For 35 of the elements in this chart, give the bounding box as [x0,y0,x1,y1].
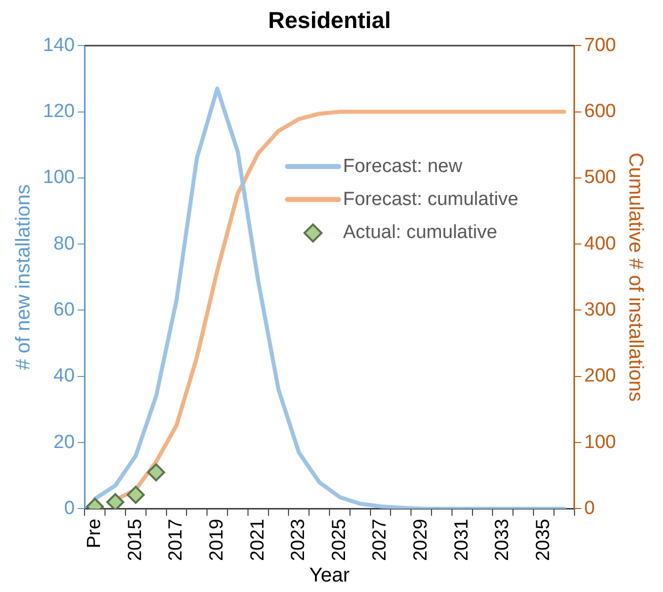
chart-title: Residential [268,7,391,34]
x-tick-label: Pre [84,518,106,548]
legend-label: Forecast: cumulative [343,188,518,210]
x-tick-label: 2021 [247,518,268,562]
y2-tick-label: 200 [584,366,616,387]
x-tick-label: 2023 [288,518,310,562]
y2-tick-label: 100 [584,432,616,453]
x-axis-title: Year [309,564,350,587]
y2-tick-label: 500 [584,167,616,188]
x-tick-label: 2027 [370,518,391,562]
y-tick-label: 120 [43,100,75,122]
y-tick-label: 60 [54,299,75,320]
y2-tick-label: 0 [584,498,595,519]
x-tick-label: 2019 [206,518,228,562]
x-tick-label: 2029 [410,518,432,562]
y2-tick-label: 300 [584,299,616,320]
y2-tick-label: 600 [584,100,616,122]
x-tick-label: 2031 [451,518,472,562]
legend-label: Forecast: new [343,156,462,178]
y-axis-title: # of new installations [12,184,35,370]
y2-tick-label: 400 [584,233,616,254]
x-tick-label: 2033 [492,518,514,562]
x-tick-label: 2035 [532,518,554,562]
y-tick-label: 20 [54,432,75,453]
legend-label: Actual: cumulative [343,222,498,244]
x-tick-label: 2025 [328,518,350,562]
y-tick-label: 80 [54,233,75,254]
y-tick-label: 40 [54,366,75,387]
y2-axis-title: Cumulative # of installations [624,152,646,402]
y-tick-label: 140 [43,34,75,56]
x-tick-label: 2015 [124,518,146,562]
y-tick-label: 100 [43,167,75,188]
y2-tick-label: 700 [584,34,616,56]
y-tick-label: 0 [64,498,75,519]
x-tick-label: 2017 [166,518,187,562]
